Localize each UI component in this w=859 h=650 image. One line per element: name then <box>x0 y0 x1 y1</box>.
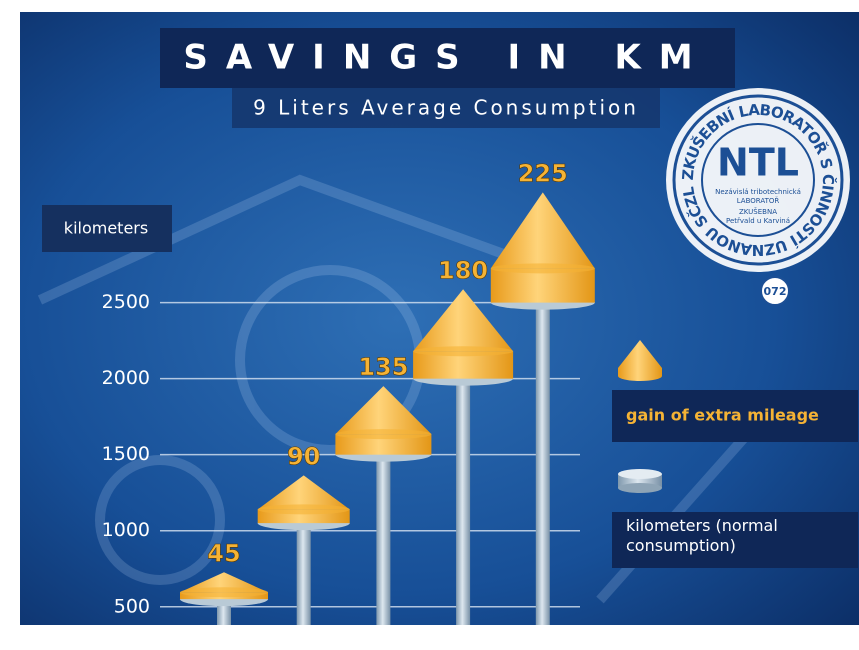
stalk <box>536 303 550 625</box>
legend-label: kilometers (normal consumption) <box>626 516 831 556</box>
y-tick-label: 2500 <box>102 291 150 313</box>
legend-swatch <box>618 469 662 493</box>
value-label: 225 <box>518 159 568 187</box>
legend-swatch-base <box>618 483 662 493</box>
gain-rim <box>491 263 595 273</box>
chart-subtitle: 9 Liters Average Consumption <box>253 96 639 120</box>
stalk <box>376 455 390 625</box>
page: SAVINGS IN KM 9 Liters Average Consumpti… <box>0 0 859 650</box>
y-tick-label: 500 <box>114 595 150 617</box>
stamp-mark: NTL <box>717 141 799 185</box>
legend-label: gain of extra mileage <box>626 406 819 425</box>
stalk <box>297 523 311 625</box>
value-label: 45 <box>207 539 240 567</box>
y-tick-label: 1500 <box>102 443 150 465</box>
stamp-line: ZKUŠEBNA <box>739 207 777 216</box>
stamp-line: LABORATOŘ <box>737 196 780 205</box>
y-axis-label: kilometers <box>64 219 148 238</box>
value-label: 180 <box>438 256 488 284</box>
value-label: 135 <box>358 353 408 381</box>
stamp-line: Nezávislá tribotechnická <box>715 188 801 196</box>
stamp-line: Petřvald u Karviná <box>726 217 790 225</box>
stamp-number: 072 <box>764 285 787 298</box>
legend-swatch-top <box>618 469 662 479</box>
value-label: 90 <box>287 442 320 470</box>
gain-rim <box>335 429 431 439</box>
y-tick-label: 1000 <box>102 519 150 541</box>
gain-rim <box>180 587 268 597</box>
stalk <box>456 379 470 625</box>
y-tick-label: 2000 <box>102 367 150 389</box>
legend-label-wrap: kilometers (normal consumption) <box>626 516 831 566</box>
gain-rim <box>413 346 513 356</box>
gain-bar <box>491 268 595 302</box>
gain-rim <box>258 504 350 514</box>
chart-title: SAVINGS IN KM <box>183 38 710 78</box>
